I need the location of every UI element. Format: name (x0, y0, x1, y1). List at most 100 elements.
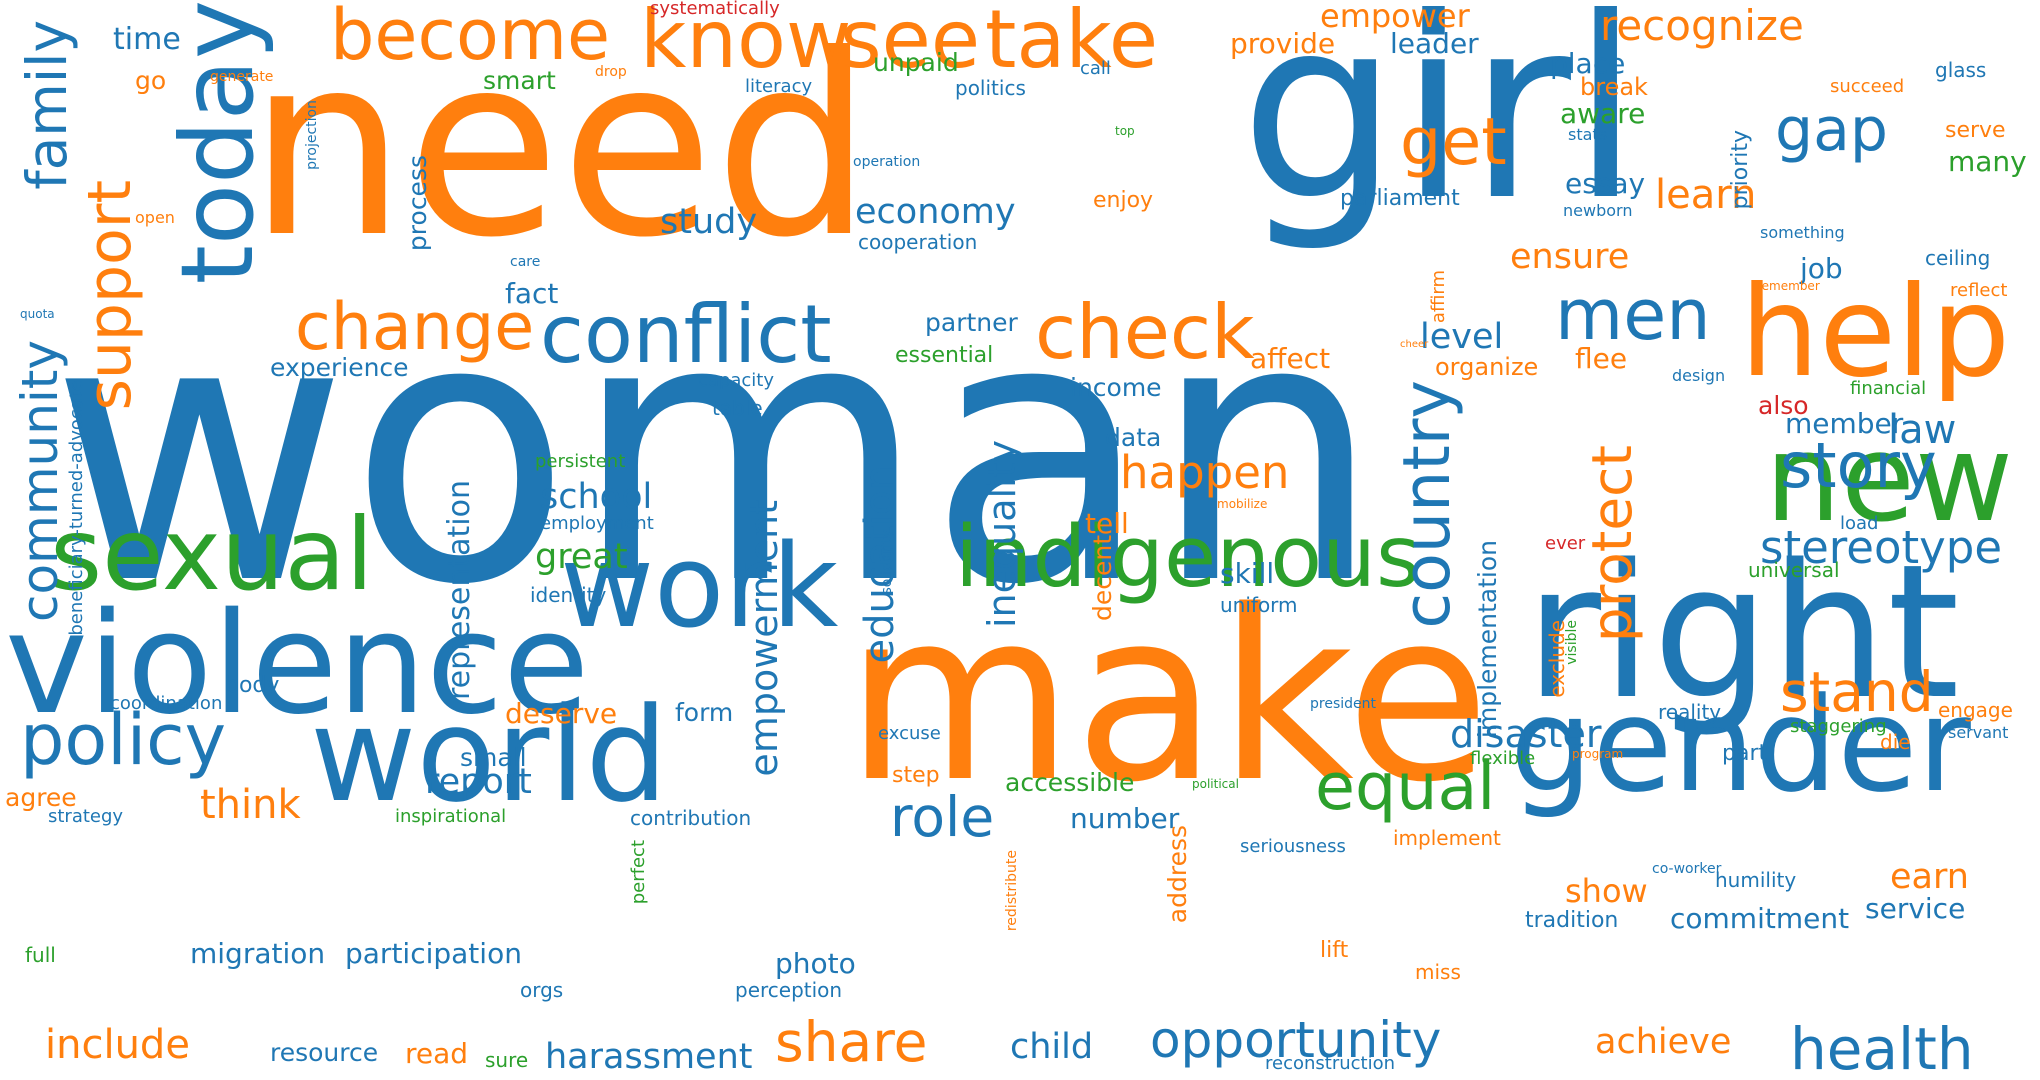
word-employment: employment (540, 513, 654, 534)
word-reconstruction: reconstruction (1265, 1053, 1396, 1074)
word-disaster: disaster (1450, 712, 1602, 756)
word-see: see (840, 0, 981, 86)
word-go: go (135, 66, 167, 95)
word-political: political (1192, 777, 1239, 791)
word-support: support (75, 180, 145, 411)
word-commitment: commitment (1670, 902, 1850, 935)
word-design: design (1672, 366, 1726, 385)
word-gap: gap (1775, 95, 1888, 165)
word-stats: stats (1568, 125, 1608, 144)
word-girl: girl (1240, 0, 1641, 255)
word-story: story (1780, 429, 1937, 502)
word-country: country (1390, 380, 1465, 629)
word-stand: stand (1780, 660, 1934, 724)
word-table: table (712, 396, 763, 420)
word-ensure: ensure (1510, 237, 1630, 277)
word-child: child (1010, 1027, 1094, 1067)
word-reality: reality (1658, 700, 1722, 724)
word-parliament: parliament (1340, 186, 1460, 211)
word-flexible: flexible (1470, 748, 1536, 769)
word-income: income (1070, 373, 1162, 402)
word-lift: lift (1320, 938, 1349, 963)
word-take: take (985, 0, 1159, 86)
word-open: open (135, 208, 175, 227)
word-engage: engage (1938, 698, 2013, 722)
word-violence: violence (5, 583, 590, 746)
word-job: job (1800, 252, 1843, 285)
word-inspirational: inspirational (395, 806, 507, 827)
word-change: change (295, 290, 535, 365)
word-role: role (890, 785, 995, 849)
word-ceiling: ceiling (1925, 246, 1991, 270)
word-right: right (1525, 524, 1960, 740)
word-learn: learn (1655, 172, 1757, 218)
word-top: top (1115, 124, 1135, 138)
word-mobilize: mobilize (1217, 497, 1268, 511)
word-empower: empower (1320, 0, 1470, 35)
word-school: school (540, 477, 653, 517)
word-solidarity: solidarity (879, 530, 895, 595)
word-excuse: excuse (878, 723, 941, 744)
word-help: help (1740, 260, 2011, 405)
word-opportunity: opportunity (1150, 1011, 1442, 1069)
word-tradition: tradition (1525, 908, 1619, 933)
word-capacity: capacity (698, 370, 774, 391)
word-cheer: cheer (1400, 339, 1429, 350)
word-servant: servant (1948, 723, 2009, 742)
word-systematically: systematically (650, 0, 780, 19)
word-become: become (330, 0, 611, 76)
word-skill: skill (1220, 557, 1275, 590)
word-equal: equal (1315, 750, 1496, 825)
word-work: work (560, 520, 839, 654)
word-reflect: reflect (1950, 280, 2008, 301)
word-affect: affect (1250, 342, 1331, 375)
word-today: today (159, 0, 276, 285)
word-check: check (1035, 288, 1255, 376)
word-law: law (1888, 407, 1957, 453)
word-full: full (25, 943, 56, 967)
word-earn: earn (1890, 857, 1969, 897)
word-economy: economy (855, 192, 1016, 232)
word-need: need (248, 1, 873, 292)
word-leader: leader (1390, 27, 1479, 60)
word-serve: serve (1945, 118, 2006, 143)
word-inequality: inequality (980, 440, 1024, 629)
word-something: something (1760, 223, 1845, 242)
word-agree: agree (5, 783, 77, 812)
word-empowerment: empowerment (742, 500, 786, 777)
word-redistribute: redistribute (1004, 850, 1020, 932)
word-recognize: recognize (1600, 1, 1804, 50)
word-financial: financial (1850, 378, 1927, 399)
word-program: program (1572, 747, 1624, 761)
word-quota: quota (20, 307, 55, 321)
word-achieve: achieve (1595, 1022, 1732, 1062)
word-show: show (1565, 872, 1648, 910)
word-cooperation: cooperation (858, 230, 978, 254)
word-visible: visible (1564, 620, 1580, 665)
word-photo: photo (775, 947, 856, 980)
word-member: member (1785, 407, 1904, 440)
word-implementation: implementation (1473, 540, 1502, 739)
word-remember: remember (1757, 279, 1820, 293)
word-share: share (775, 1010, 928, 1074)
word-operation: operation (853, 154, 921, 170)
word-humility: humility (1715, 868, 1797, 892)
word-health: health (1790, 1015, 1974, 1080)
word-succeed: succeed (1830, 76, 1905, 97)
word-co-worker: co-worker (1652, 861, 1722, 877)
word-read: read (405, 1037, 469, 1070)
word-experience: experience (270, 353, 409, 382)
word-sure: sure (485, 1048, 529, 1072)
word-deserve: deserve (505, 697, 618, 730)
word-community: community (11, 340, 69, 622)
word-world: world (310, 679, 668, 831)
word-ever: ever (1545, 533, 1586, 554)
word-strategy: strategy (48, 806, 124, 827)
word-president: president (1310, 696, 1376, 712)
word-great: great (535, 537, 628, 577)
word-die: die (1880, 730, 1911, 754)
word-address: address (1163, 825, 1192, 924)
word-place: place (1550, 47, 1626, 80)
word-essential: essential (895, 343, 994, 368)
word-coordination: coordination (110, 693, 223, 714)
